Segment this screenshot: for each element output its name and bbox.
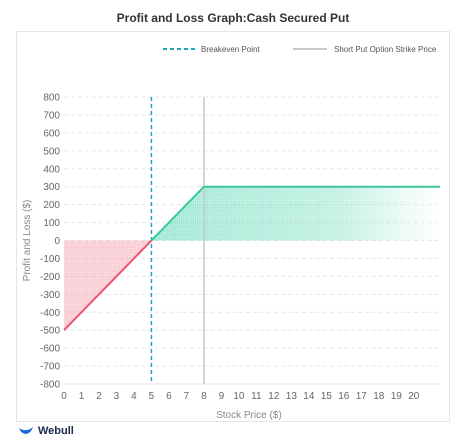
loss-line [63, 239, 153, 331]
x-tick-labels: 0 1 2 3 4 5 6 7 8 9 10 11 12 13 14 15 16 17 18 19 20 [61, 391, 420, 402]
x-tick-label: 20 [408, 391, 420, 402]
x-tick-label: 13 [286, 391, 298, 402]
y-tick-label: -100 [40, 254, 60, 265]
x-tick-label: 3 [114, 391, 120, 402]
legend: Breakeven Point Short Put Option Strike … [163, 45, 437, 54]
y-tick-label: 400 [43, 164, 60, 175]
profit-area-texture [151, 186, 440, 241]
y-tick-label: 200 [43, 200, 60, 211]
x-tick-label: 19 [391, 391, 403, 402]
legend-strike-label: Short Put Option Strike Price [334, 45, 437, 54]
pnl-series [63, 185, 440, 331]
y-tick-label: 500 [43, 146, 60, 157]
x-tick-label: 2 [96, 391, 102, 402]
x-tick-label: 14 [303, 391, 315, 402]
y-tick-label: -500 [40, 326, 60, 337]
x-tick-label: 1 [79, 391, 85, 402]
y-axis-label: Profit and Loss ($) [22, 200, 33, 282]
x-tick-label: 18 [373, 391, 385, 402]
chart-frame [16, 31, 450, 422]
webull-logo: Webull [18, 425, 74, 437]
profit-line [150, 185, 440, 242]
y-tick-labels: 800 700 600 500 400 300 200 100 0 -100 -200 -300 -40… [40, 93, 60, 391]
x-tick-label: 6 [166, 391, 172, 402]
y-tick-label: -200 [40, 272, 60, 283]
webull-bird-icon [19, 427, 33, 434]
legend-breakeven-label: Breakeven Point [201, 45, 260, 54]
x-tick-label: 11 [251, 391, 262, 402]
y-tick-label: -600 [40, 344, 60, 355]
grid-lines [64, 96, 440, 385]
y-tick-label: -300 [40, 290, 60, 301]
y-tick-label: -700 [40, 362, 60, 373]
y-tick-label: 300 [43, 182, 60, 193]
x-axis-label: Stock Price ($) [216, 410, 282, 421]
x-tick-label: 0 [61, 391, 67, 402]
y-tick-label: -400 [40, 308, 60, 319]
brand-name: Webull [38, 425, 74, 437]
y-tick-label: 100 [43, 218, 60, 229]
chart-title: Profit and Loss Graph:Cash Secured Put [116, 11, 350, 25]
y-tick-label: 600 [43, 128, 60, 139]
x-tick-label: 9 [219, 391, 225, 402]
x-tick-label: 17 [356, 391, 368, 402]
x-tick-label: 8 [201, 391, 207, 402]
y-tick-label: 700 [43, 110, 60, 121]
x-tick-label: 16 [338, 391, 350, 402]
x-tick-label: 4 [131, 391, 137, 402]
x-tick-label: 12 [268, 391, 280, 402]
y-tick-label: 0 [54, 236, 60, 247]
area-fills [64, 186, 440, 331]
x-tick-label: 10 [233, 391, 245, 402]
x-tick-label: 7 [184, 391, 190, 402]
x-tick-label: 15 [321, 391, 333, 402]
y-tick-label: 800 [43, 93, 60, 104]
x-tick-label: 5 [149, 391, 155, 402]
y-tick-label: -800 [40, 380, 60, 391]
